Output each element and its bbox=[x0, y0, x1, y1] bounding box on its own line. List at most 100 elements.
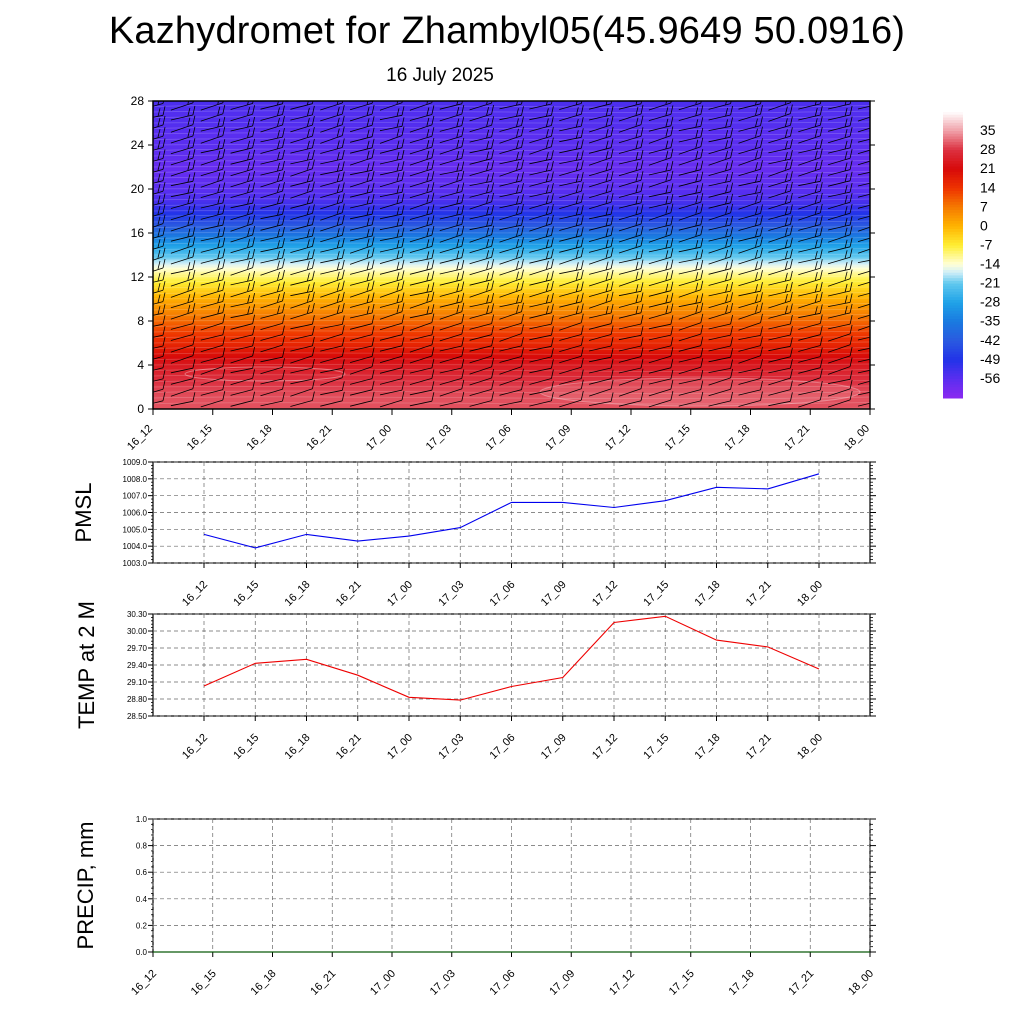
wind-barb-flag bbox=[760, 116, 763, 126]
wind-barb-flag bbox=[491, 139, 494, 149]
wind-barb-flag bbox=[247, 118, 250, 128]
colorbar-band bbox=[943, 182, 963, 187]
wind-barb bbox=[588, 334, 612, 341]
y-tick-label: 29.70 bbox=[127, 644, 148, 653]
wind-barb bbox=[738, 256, 761, 265]
wind-barb-flag bbox=[252, 346, 255, 357]
wind-barb-flag bbox=[396, 229, 400, 238]
y-tick-label: 1009.0 bbox=[123, 458, 148, 467]
wind-barb bbox=[320, 191, 343, 198]
y-tick-label: 29.40 bbox=[127, 661, 148, 670]
wind-barb-flag bbox=[730, 172, 733, 182]
wind-barb bbox=[230, 389, 253, 396]
wind-barb bbox=[588, 124, 612, 133]
wind-barb-flag bbox=[670, 126, 674, 136]
wind-barb-flag bbox=[785, 129, 788, 138]
wind-barb bbox=[738, 224, 761, 231]
wind-barb-flag bbox=[844, 283, 848, 293]
wind-barb-flag bbox=[790, 369, 793, 379]
wind-barb bbox=[170, 157, 194, 166]
wind-barb bbox=[379, 191, 403, 198]
temperature-contour bbox=[153, 160, 870, 163]
wind-barb-flag bbox=[491, 303, 494, 313]
wind-barb bbox=[379, 268, 403, 275]
wind-barb-flag bbox=[222, 160, 226, 170]
temperature-band bbox=[153, 249, 870, 252]
wind-barb-flag bbox=[760, 259, 763, 269]
temperature-band bbox=[153, 365, 870, 367]
wind-barb bbox=[260, 300, 283, 309]
wind-barb bbox=[379, 334, 403, 341]
wind-barb bbox=[648, 179, 672, 188]
wind-barb bbox=[589, 213, 612, 220]
wind-barb-flag bbox=[610, 115, 614, 126]
wind-barb bbox=[320, 180, 343, 187]
colorbar-band bbox=[943, 283, 963, 287]
temperature-band bbox=[153, 356, 870, 359]
wind-barb-flag bbox=[700, 171, 704, 181]
wind-barb-flag bbox=[730, 391, 733, 401]
wind-barb bbox=[499, 135, 522, 144]
wind-barb-flag bbox=[760, 380, 763, 390]
wind-barb bbox=[678, 180, 701, 187]
wind-barb-flag bbox=[849, 105, 853, 116]
wind-barb-flag bbox=[725, 130, 728, 139]
wind-barb bbox=[320, 135, 343, 144]
wind-barb bbox=[588, 179, 612, 188]
colorbar-band bbox=[943, 166, 963, 170]
wind-barb-flag bbox=[610, 314, 614, 324]
wind-barb bbox=[439, 322, 462, 331]
wind-barb-flag bbox=[635, 184, 639, 193]
wind-barb-flag bbox=[426, 140, 430, 149]
temperature-contour bbox=[153, 402, 870, 405]
temperature-band bbox=[153, 161, 870, 164]
wind-barb-flag bbox=[277, 195, 280, 204]
x-tick-label: 17_06 bbox=[484, 423, 514, 453]
wind-barb bbox=[768, 323, 791, 330]
wind-barb-flag bbox=[610, 269, 614, 280]
temperature-band bbox=[153, 110, 870, 113]
wind-barb-flag bbox=[371, 380, 375, 390]
temperature-band bbox=[153, 274, 870, 277]
wind-barb-flag bbox=[551, 101, 553, 105]
wind-barb bbox=[828, 268, 851, 275]
wind-barb-flag bbox=[695, 304, 699, 313]
wind-barb bbox=[618, 257, 642, 264]
wind-barb-flag bbox=[336, 261, 340, 270]
wind-barb-flag bbox=[785, 239, 788, 248]
wind-barb-flag bbox=[192, 236, 196, 246]
wind-barb bbox=[320, 223, 343, 232]
wind-barb-flag bbox=[755, 150, 758, 159]
wind-barb bbox=[678, 400, 701, 407]
wind-barb-flag bbox=[371, 182, 375, 192]
wind-barb bbox=[857, 160, 870, 166]
wind-barb-flag bbox=[247, 306, 250, 315]
wind-barb bbox=[678, 311, 701, 320]
wind-barb-flag bbox=[341, 280, 345, 290]
wind-barb-flag bbox=[730, 270, 733, 280]
wind-barb bbox=[648, 125, 671, 132]
colorbar-band bbox=[943, 256, 963, 260]
wind-barb bbox=[499, 311, 522, 320]
x-tick-label: 18_00 bbox=[842, 423, 872, 453]
wind-barb-flag bbox=[695, 227, 699, 236]
wind-barb bbox=[708, 323, 731, 330]
wind-barb-flag bbox=[880, 149, 882, 158]
wind-barb bbox=[768, 201, 791, 210]
wind-barb-flag bbox=[640, 127, 644, 137]
wind-barb bbox=[260, 213, 283, 220]
wind-barb-flag bbox=[312, 249, 315, 259]
wind-barb bbox=[648, 256, 672, 265]
wind-barb bbox=[439, 400, 462, 407]
wind-barb-flag bbox=[217, 141, 221, 150]
wind-barb bbox=[618, 191, 642, 198]
wind-barb bbox=[708, 245, 731, 254]
wind-barb bbox=[469, 366, 492, 375]
wind-barb-flag bbox=[192, 314, 196, 324]
wind-barb-flag bbox=[790, 237, 793, 247]
wind-barb bbox=[618, 124, 642, 133]
wind-barb-flag bbox=[312, 215, 315, 225]
wind-barb-flag bbox=[426, 184, 430, 193]
x-tick-label: 17_00 bbox=[385, 732, 415, 762]
wind-barb-flag bbox=[312, 259, 315, 269]
